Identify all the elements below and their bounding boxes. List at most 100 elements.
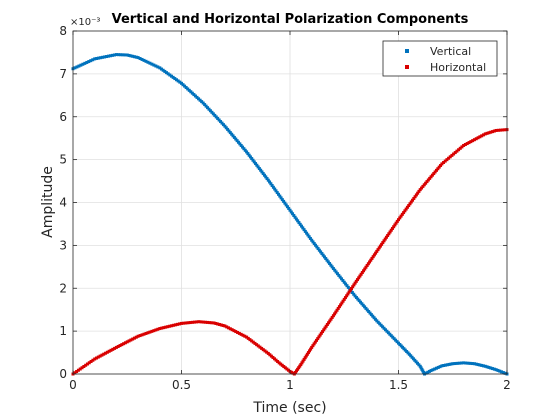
data-point: [341, 299, 345, 303]
data-point: [485, 365, 489, 369]
data-point: [296, 367, 300, 371]
data-point: [409, 200, 413, 204]
data-point: [363, 305, 367, 309]
data-point: [440, 364, 444, 368]
data-point: [362, 269, 366, 273]
data-point: [297, 366, 301, 370]
data-point: [213, 113, 217, 117]
data-point: [204, 104, 208, 108]
data-point: [411, 198, 415, 202]
data-point: [162, 326, 166, 330]
data-point: [331, 314, 335, 318]
data-point: [265, 177, 269, 181]
data-point: [206, 106, 210, 110]
data-point: [386, 234, 390, 238]
data-point: [325, 323, 329, 327]
y-tick-label: 2: [59, 281, 67, 295]
data-point: [142, 58, 146, 62]
data-point: [404, 207, 408, 211]
data-point: [496, 368, 500, 372]
data-point: [468, 361, 472, 365]
data-point: [136, 56, 140, 60]
data-point: [208, 109, 212, 113]
data-point: [271, 355, 275, 359]
data-point: [223, 124, 227, 128]
data-point: [349, 287, 353, 291]
data-point: [444, 363, 448, 367]
data-point: [383, 237, 387, 241]
data-point: [330, 265, 334, 269]
data-point: [280, 198, 284, 202]
legend-marker-vertical: [405, 49, 409, 53]
data-point: [148, 330, 152, 334]
data-point: [295, 369, 299, 373]
data-point: [392, 225, 396, 229]
data-point: [239, 143, 243, 147]
data-point: [159, 67, 163, 71]
data-point: [226, 127, 230, 131]
data-point: [393, 223, 397, 227]
data-point: [306, 351, 310, 355]
data-point: [367, 310, 371, 314]
data-point: [433, 170, 437, 174]
data-point: [158, 327, 162, 331]
data-point: [368, 260, 372, 264]
data-point: [491, 367, 495, 371]
data-point: [228, 131, 232, 135]
y-tick-label: 7: [59, 67, 67, 81]
data-point: [307, 235, 311, 239]
data-point: [253, 341, 257, 345]
data-point: [414, 360, 418, 364]
data-point: [212, 321, 216, 325]
data-point: [170, 324, 174, 328]
data-point: [357, 299, 361, 303]
data-point: [322, 255, 326, 259]
data-point: [283, 366, 287, 370]
data-point: [418, 364, 422, 368]
data-point: [390, 226, 394, 230]
data-point: [358, 274, 362, 278]
data-point: [262, 173, 266, 177]
data-point: [334, 270, 338, 274]
data-point: [278, 194, 282, 198]
data-point: [494, 368, 498, 372]
data-point: [485, 131, 489, 135]
data-point: [100, 353, 104, 357]
data-point: [352, 292, 356, 296]
data-point: [131, 337, 135, 341]
data-point: [365, 263, 369, 267]
x-tick-label: 2: [503, 378, 511, 392]
data-point: [181, 83, 185, 87]
data-point: [87, 60, 91, 64]
data-point: [312, 242, 316, 246]
data-point: [123, 53, 127, 57]
data-point: [183, 84, 187, 88]
data-point: [266, 178, 270, 182]
data-point: [351, 285, 355, 289]
data-point: [492, 367, 496, 371]
data-point: [315, 338, 319, 342]
data-point: [182, 321, 186, 325]
data-point: [354, 296, 358, 300]
data-point: [303, 356, 307, 360]
data-point: [420, 367, 424, 371]
data-point: [346, 292, 350, 296]
data-point: [138, 57, 142, 61]
data-point: [214, 115, 218, 119]
data-point: [366, 262, 370, 266]
data-point: [255, 163, 259, 167]
data-point: [261, 172, 265, 176]
data-point: [216, 322, 220, 326]
data-point: [445, 363, 449, 367]
data-point: [328, 319, 332, 323]
data-point: [223, 324, 227, 328]
x-tick-label: 1: [286, 378, 294, 392]
data-point: [472, 138, 476, 142]
data-point: [487, 131, 491, 135]
data-point: [422, 370, 426, 374]
data-point: [127, 53, 131, 57]
data-point: [338, 275, 342, 279]
data-point: [206, 320, 210, 324]
data-point: [102, 352, 106, 356]
data-point: [337, 305, 341, 309]
